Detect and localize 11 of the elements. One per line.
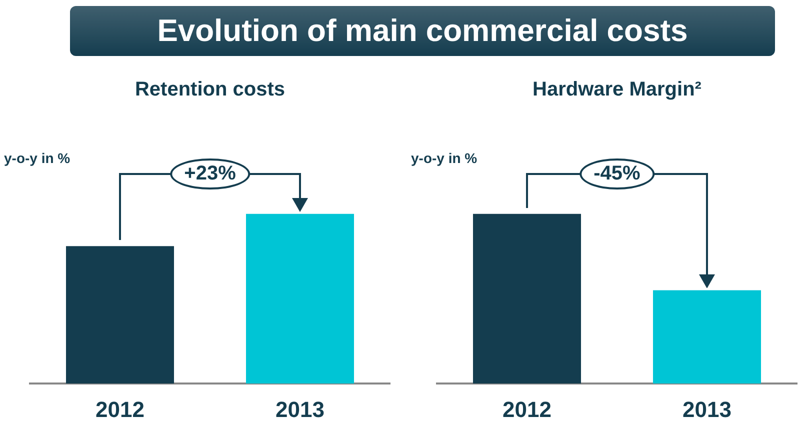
x-tick-label: 2012	[96, 396, 144, 422]
chart-title: Hardware Margin²	[532, 78, 702, 101]
x-tick-label: 2013	[682, 396, 732, 422]
text: +23%	[170, 158, 250, 190]
x-tick-label: 2012	[502, 396, 552, 422]
x-tick-label: 2013	[276, 396, 324, 422]
y-axis-title: y-o-y in %	[411, 150, 478, 166]
text: Evolution of main commercial costs	[70, 6, 775, 56]
y-axis-title: y-o-y in %	[4, 150, 70, 166]
chart-title: Retention costs	[134, 78, 286, 101]
text: -45%	[580, 158, 654, 190]
